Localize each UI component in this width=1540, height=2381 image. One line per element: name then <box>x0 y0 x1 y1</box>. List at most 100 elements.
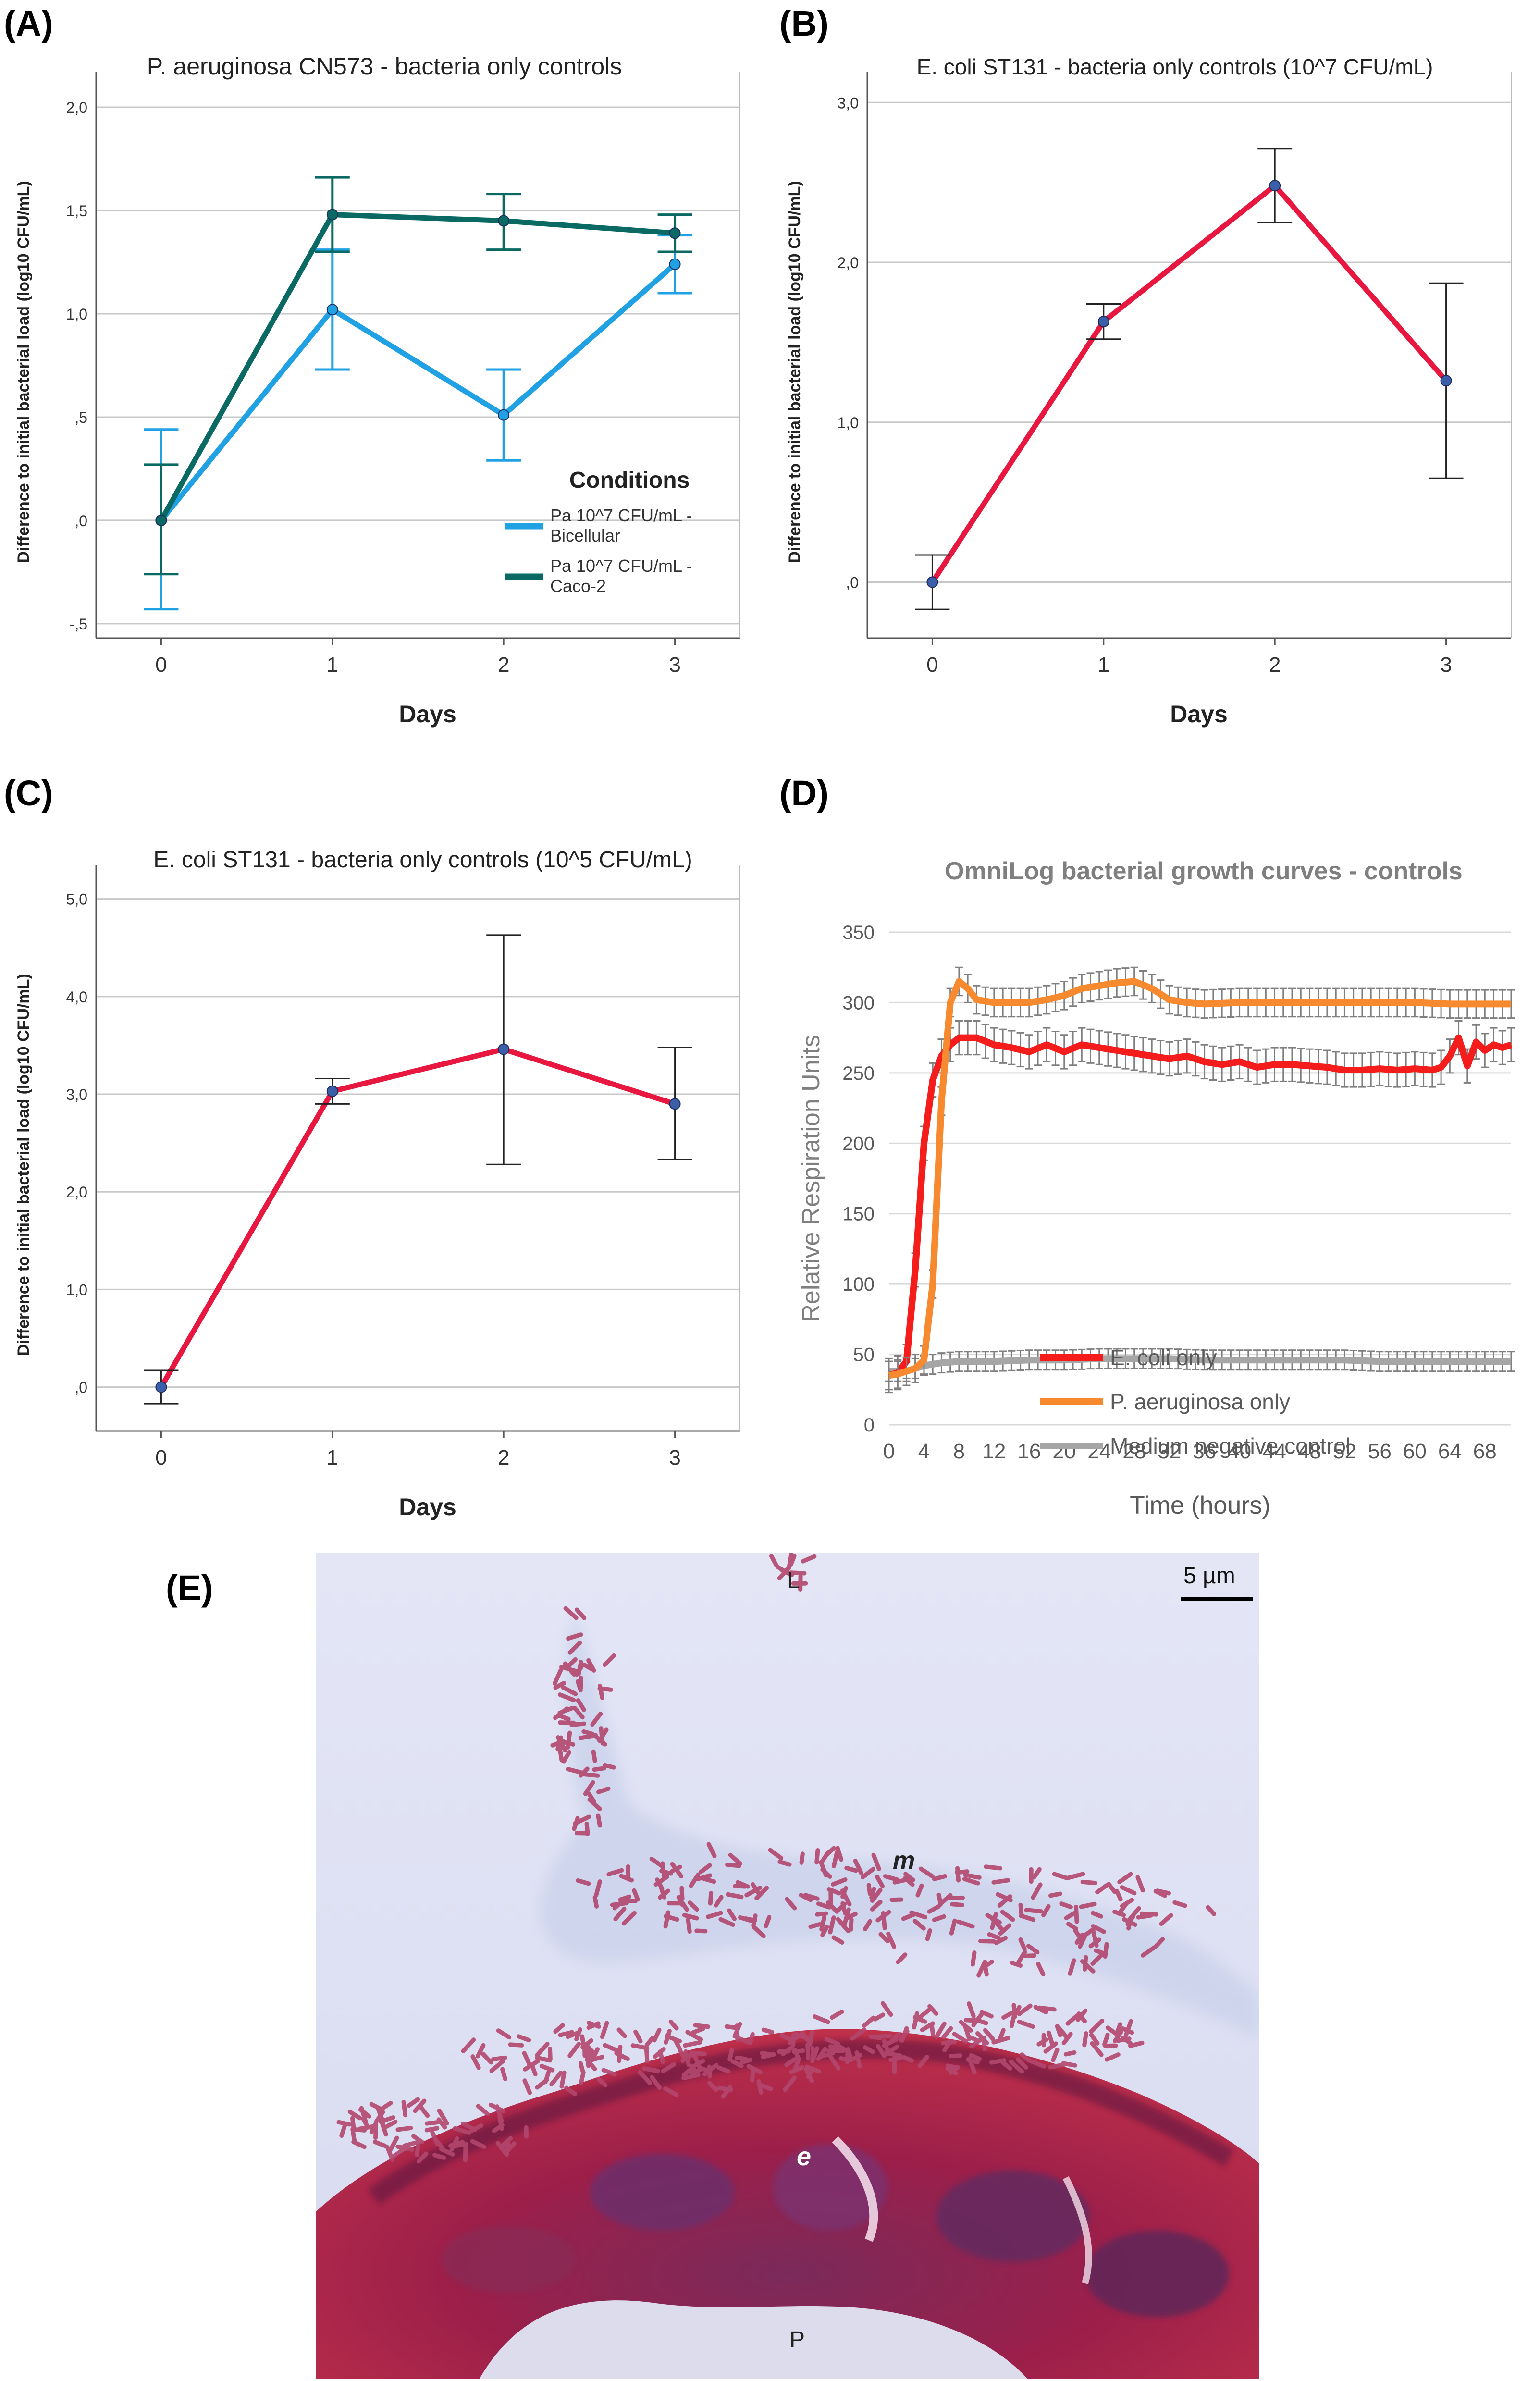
data-point <box>1269 180 1281 192</box>
bacterium <box>1127 1906 1141 1922</box>
bacterium <box>1090 2041 1104 2057</box>
bacterium <box>1052 1872 1070 1881</box>
bacterium <box>912 1919 926 1931</box>
bacterium <box>644 2036 654 2048</box>
scale-bar <box>1181 1597 1253 1601</box>
bacterium <box>706 1911 723 1919</box>
chart-c: E. coli ST131 - bacteria only controls (… <box>14 847 740 1520</box>
bacterium <box>359 2106 368 2124</box>
bacterium <box>994 1936 1008 1945</box>
bacterium <box>752 1925 766 1938</box>
bacterium <box>728 1852 742 1866</box>
bacterium <box>1117 1872 1133 1884</box>
bacterium <box>559 2070 567 2089</box>
y-tick-label: 150 <box>842 1204 875 1225</box>
bacterium <box>966 2057 980 2065</box>
y-tick-label: 5,0 <box>66 891 87 908</box>
bacterium <box>561 1685 578 1696</box>
bacterium <box>783 2075 797 2092</box>
bacterium <box>903 1872 915 1882</box>
bacterium <box>1017 2003 1033 2016</box>
bacterium <box>978 1939 996 1944</box>
bacterium <box>862 2045 875 2054</box>
bacterium <box>779 2033 793 2043</box>
x-tick-label: 32 <box>1158 1440 1181 1463</box>
bacterium <box>649 1856 665 1869</box>
bacterium <box>658 1888 670 1900</box>
data-point <box>326 304 338 316</box>
x-tick-label: 12 <box>982 1440 1006 1463</box>
bacterium <box>812 2014 830 2024</box>
bacterium <box>668 2020 679 2031</box>
bacterium <box>886 1931 897 1949</box>
bacterium <box>476 2104 490 2117</box>
bacterium <box>816 2047 827 2061</box>
y-tick-label: 1,0 <box>838 414 859 432</box>
bacterium <box>530 2063 538 2076</box>
bacterium <box>619 1898 638 1903</box>
bacterium <box>688 1900 699 1912</box>
bacterium <box>1105 2052 1121 2062</box>
bacterium <box>1048 1891 1062 1898</box>
bacterium <box>724 2024 739 2030</box>
bacterium <box>835 1846 844 1862</box>
bacterium <box>583 1772 600 1778</box>
bacterium <box>777 1565 791 1581</box>
bacterium <box>449 2136 459 2152</box>
bacterium <box>868 2034 883 2040</box>
bacterium <box>1043 2041 1058 2054</box>
bacterium <box>619 1874 634 1883</box>
bacterium <box>682 2040 702 2048</box>
bacterium <box>962 1876 980 1886</box>
bacterium <box>917 2055 929 2068</box>
bacterium <box>561 1750 572 1764</box>
bacterium <box>535 2078 549 2090</box>
panel-label-e: (E) <box>166 1568 213 1608</box>
bacterium <box>378 2115 395 2124</box>
bacterium <box>920 2021 935 2032</box>
bacterium <box>932 1914 946 1922</box>
bacterium <box>602 1653 616 1667</box>
bacterium <box>845 1912 858 1920</box>
y-tick-label: 1,0 <box>66 306 87 323</box>
bacterium <box>580 2038 594 2050</box>
x-tick-label: 36 <box>1193 1440 1216 1463</box>
y-axis-label: Relative Respiration Units <box>797 1035 825 1322</box>
bacterium <box>970 1950 977 1967</box>
bacterium <box>748 2032 755 2046</box>
bacterium <box>871 1852 881 1871</box>
bacterium <box>689 2067 704 2076</box>
bacterium <box>586 1658 596 1673</box>
bacterium <box>834 2042 849 2053</box>
legend-label: Medium negative control <box>1110 1433 1351 1458</box>
bacterium <box>836 1917 850 1933</box>
data-point <box>669 258 681 270</box>
bacterium <box>566 1767 585 1775</box>
legend-label: Bicellular <box>550 526 620 545</box>
bacterium <box>768 1848 784 1861</box>
x-tick-label: 40 <box>1228 1440 1251 1463</box>
series-line <box>889 1355 1511 1375</box>
bacterium <box>805 2064 822 2074</box>
bacterium <box>669 1864 682 1874</box>
bacterium <box>1015 2057 1029 2070</box>
chart-d: OmniLog bacterial growth curves - contro… <box>797 857 1515 1519</box>
data-point <box>326 209 338 221</box>
chart-title: E. coli ST131 - bacteria only controls (… <box>917 54 1433 79</box>
bacterium <box>678 2048 687 2061</box>
bacterium <box>553 2023 565 2034</box>
data-point <box>155 514 167 526</box>
bacterium <box>591 1749 597 1763</box>
chart-title: P. aeruginosa CN573 - bacteria only cont… <box>147 53 622 80</box>
bacterium <box>785 1897 797 1911</box>
y-tick-label: 4,0 <box>66 988 87 1006</box>
bacterium <box>878 1932 890 1943</box>
bacterium <box>828 2055 841 2071</box>
data-point <box>669 1098 681 1110</box>
bacterium <box>727 2048 734 2062</box>
bacterium <box>862 1919 873 1932</box>
bacterium <box>814 1848 820 1865</box>
bacterium <box>1090 1911 1103 1919</box>
bacterium <box>869 1887 876 1900</box>
bacterium <box>644 2048 650 2064</box>
